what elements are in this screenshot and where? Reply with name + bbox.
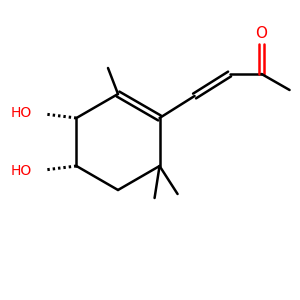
Text: HO: HO xyxy=(10,106,32,120)
Text: HO: HO xyxy=(10,164,32,178)
Text: O: O xyxy=(256,26,268,41)
